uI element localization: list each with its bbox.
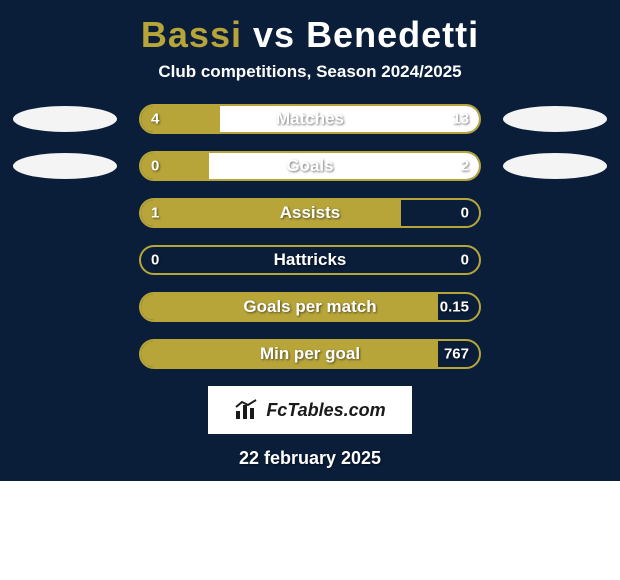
club-logo-right <box>503 153 607 179</box>
branding-badge: FcTables.com <box>208 386 412 434</box>
value-left: 4 <box>151 111 159 128</box>
player2-name: Benedetti <box>306 14 479 55</box>
stat-bar: 767Min per goal <box>139 339 481 369</box>
stat-bar: 413Matches <box>139 104 481 134</box>
date-text: 22 february 2025 <box>0 448 620 469</box>
fill-left <box>141 200 401 226</box>
stat-bar: 0 0Hattricks <box>139 245 481 275</box>
value-right: 13 <box>452 111 469 128</box>
value-left: 0 <box>151 252 159 269</box>
fill-left <box>141 294 438 320</box>
logo-spacer <box>13 341 117 367</box>
value-right: 0.15 <box>440 299 469 316</box>
chart-icon <box>234 399 260 421</box>
fill-right <box>220 106 479 132</box>
stat-row: 0 0Hattricks <box>0 245 620 275</box>
stat-row: 413Matches <box>0 104 620 134</box>
logo-spacer <box>503 200 607 226</box>
fill-right <box>209 153 479 179</box>
club-logo-left <box>13 153 117 179</box>
value-right: 0 <box>461 252 469 269</box>
stat-bar: 02Goals <box>139 151 481 181</box>
value-right: 0 <box>461 205 469 222</box>
value-left: 1 <box>151 205 159 222</box>
stat-row: 02Goals <box>0 151 620 181</box>
logo-spacer <box>503 341 607 367</box>
value-right: 767 <box>444 346 469 363</box>
subtitle: Club competitions, Season 2024/2025 <box>0 62 620 82</box>
stat-label: Hattricks <box>141 250 479 270</box>
logo-spacer <box>503 247 607 273</box>
value-right: 2 <box>461 158 469 175</box>
player1-name: Bassi <box>141 14 242 55</box>
vs-text: vs <box>253 14 295 55</box>
club-logo-right <box>503 106 607 132</box>
branding-text: FcTables.com <box>266 400 385 421</box>
club-logo-left <box>13 106 117 132</box>
stat-row: 10Assists <box>0 198 620 228</box>
stat-row: 767Min per goal <box>0 339 620 369</box>
logo-spacer <box>13 294 117 320</box>
value-left: 0 <box>151 158 159 175</box>
stat-rows: 413Matches02Goals10Assists00Hattricks0.1… <box>0 104 620 369</box>
stat-bar: 10Assists <box>139 198 481 228</box>
logo-spacer <box>503 294 607 320</box>
stat-row: 0.15Goals per match <box>0 292 620 322</box>
logo-spacer <box>13 200 117 226</box>
logo-spacer <box>13 247 117 273</box>
fill-left <box>141 341 438 367</box>
comparison-panel: Bassi vs Benedetti Club competitions, Se… <box>0 0 620 481</box>
stat-bar: 0.15Goals per match <box>139 292 481 322</box>
page-title: Bassi vs Benedetti <box>0 0 620 62</box>
